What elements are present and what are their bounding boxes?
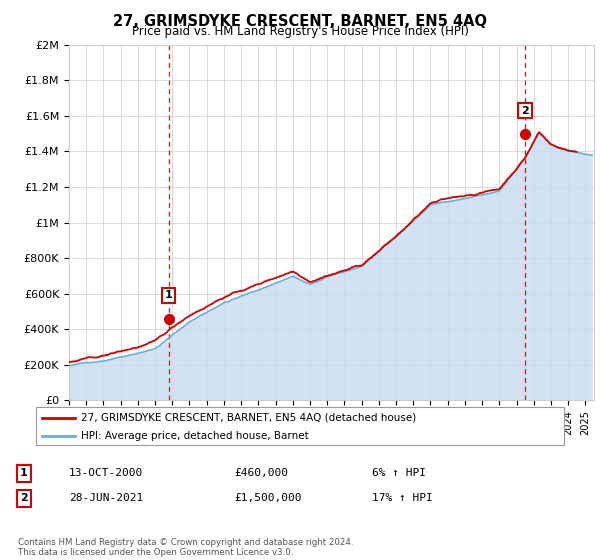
Text: £1,500,000: £1,500,000 (234, 493, 302, 503)
Text: HPI: Average price, detached house, Barnet: HPI: Average price, detached house, Barn… (81, 431, 309, 441)
Text: 27, GRIMSDYKE CRESCENT, BARNET, EN5 4AQ: 27, GRIMSDYKE CRESCENT, BARNET, EN5 4AQ (113, 14, 487, 29)
Text: 2: 2 (521, 106, 529, 115)
Text: 13-OCT-2000: 13-OCT-2000 (69, 468, 143, 478)
Text: 1: 1 (20, 468, 28, 478)
Text: £460,000: £460,000 (234, 468, 288, 478)
Text: 1: 1 (165, 291, 173, 301)
Text: 17% ↑ HPI: 17% ↑ HPI (372, 493, 433, 503)
Text: 2: 2 (20, 493, 28, 503)
Text: 27, GRIMSDYKE CRESCENT, BARNET, EN5 4AQ (detached house): 27, GRIMSDYKE CRESCENT, BARNET, EN5 4AQ … (81, 413, 416, 423)
Text: 6% ↑ HPI: 6% ↑ HPI (372, 468, 426, 478)
Text: Price paid vs. HM Land Registry's House Price Index (HPI): Price paid vs. HM Land Registry's House … (131, 25, 469, 38)
Text: Contains HM Land Registry data © Crown copyright and database right 2024.
This d: Contains HM Land Registry data © Crown c… (18, 538, 353, 557)
Text: 28-JUN-2021: 28-JUN-2021 (69, 493, 143, 503)
